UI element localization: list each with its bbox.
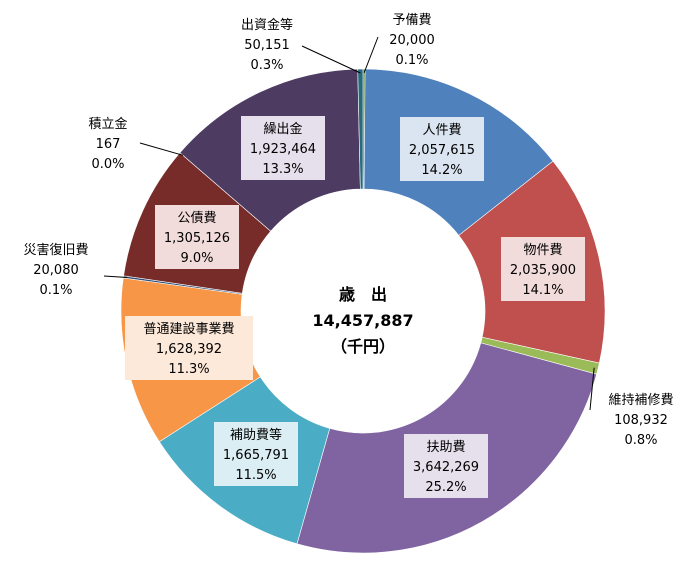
slice-label-category-4: 扶助費 (426, 440, 465, 455)
slice-label-4: 扶助費 3,642,269 25.2% (404, 434, 488, 498)
slice-label-value-10: 1,923,464 (250, 142, 316, 157)
slice-label-category-10: 繰出金 (263, 121, 302, 137)
slice-11 (357, 68, 364, 190)
slice-label-percent-8: 9.0% (180, 251, 213, 266)
slice-label-3: 維持補修費 108,932 0.8% (608, 393, 673, 448)
slice-label-category-9: 積立金 (88, 116, 127, 132)
center-label: 歳 出 14,457,887 （千円） (312, 285, 413, 356)
slice-label-percent-0: 0.1% (395, 53, 428, 68)
slice-label-box-6 (125, 316, 253, 380)
leader-line-9 (139, 142, 184, 156)
slice-label-box-4 (404, 434, 488, 498)
slice-label-value-3: 108,932 (614, 413, 668, 428)
slice-label-category-7: 災害復旧費 (23, 242, 88, 258)
slice-label-percent-5: 11.5% (235, 468, 276, 483)
slice-label-value-4: 3,642,269 (413, 460, 479, 475)
slice-label-percent-3: 0.8% (624, 433, 657, 448)
slice-label-box-8 (155, 205, 239, 269)
slice-label-2: 物件費 2,035,900 14.1% (501, 237, 585, 301)
slice-label-box-1 (400, 117, 484, 181)
leader-line-3 (589, 367, 595, 411)
leader-line-0 (363, 36, 379, 74)
center-unit: （千円） (331, 337, 395, 356)
center-total: 14,457,887 (312, 311, 413, 330)
slice-label-percent-6: 11.3% (168, 362, 209, 377)
slice-label-percent-2: 14.1% (522, 283, 563, 298)
slice-label-category-2: 物件費 (523, 243, 562, 258)
slice-label-value-0: 20,000 (389, 33, 435, 48)
slice-label-category-11: 出資金等 (241, 17, 293, 33)
slice-label-value-6: 1,628,392 (156, 342, 222, 357)
slice-label-percent-4: 25.2% (425, 480, 466, 495)
slice-label-category-0: 予備費 (392, 12, 431, 28)
slice-label-percent-1: 14.2% (421, 163, 462, 178)
slice-label-6: 普通建設事業費 1,628,392 11.3% (125, 316, 253, 380)
slice-label-box-5 (214, 422, 298, 486)
slice-label-11: 出資金等 50,151 0.3% (241, 17, 293, 73)
slice-label-9: 積立金 167 0.0% (88, 116, 127, 172)
slice-label-box-2 (501, 237, 585, 301)
leader-line-11 (301, 45, 361, 74)
slice-label-box-10 (241, 116, 325, 180)
slice-label-value-7: 20,080 (33, 263, 79, 278)
slice-label-0: 予備費 20,000 0.1% (389, 12, 435, 68)
slice-label-1: 人件費 2,057,615 14.2% (400, 117, 484, 181)
slice-label-10: 繰出金 1,923,464 13.3% (241, 116, 325, 180)
slice-label-value-1: 2,057,615 (409, 143, 475, 158)
slice-label-category-1: 人件費 (422, 123, 461, 138)
slice-label-percent-9: 0.0% (91, 157, 124, 172)
slice-label-category-3: 維持補修費 (608, 393, 673, 408)
leader-line-7 (103, 275, 128, 278)
slice-label-category-8: 公債費 (177, 211, 216, 226)
slice-label-percent-11: 0.3% (250, 58, 283, 73)
slice-label-percent-10: 13.3% (262, 162, 303, 177)
slice-label-category-5: 補助費等 (230, 427, 282, 443)
slice-label-value-5: 1,665,791 (223, 448, 289, 463)
slice-labels: 予備費 20,000 0.1% 人件費 2,057,615 14.2% 物件費 2,035,9… (23, 12, 674, 498)
center-title: 歳 出 (339, 285, 387, 304)
slice-label-value-9: 167 (96, 137, 121, 152)
slice-label-5: 補助費等 1,665,791 11.5% (214, 422, 298, 486)
slice-label-value-8: 1,305,126 (164, 231, 230, 246)
slice-label-percent-7: 0.1% (39, 283, 72, 298)
slice-label-value-11: 50,151 (244, 38, 290, 53)
slice-label-value-2: 2,035,900 (510, 263, 576, 278)
slice-label-8: 公債費 1,305,126 9.0% (155, 205, 239, 269)
slice-label-7: 災害復旧費 20,080 0.1% (23, 242, 88, 298)
leader-lines (103, 36, 595, 411)
slice-label-category-6: 普通建設事業費 (143, 321, 234, 337)
